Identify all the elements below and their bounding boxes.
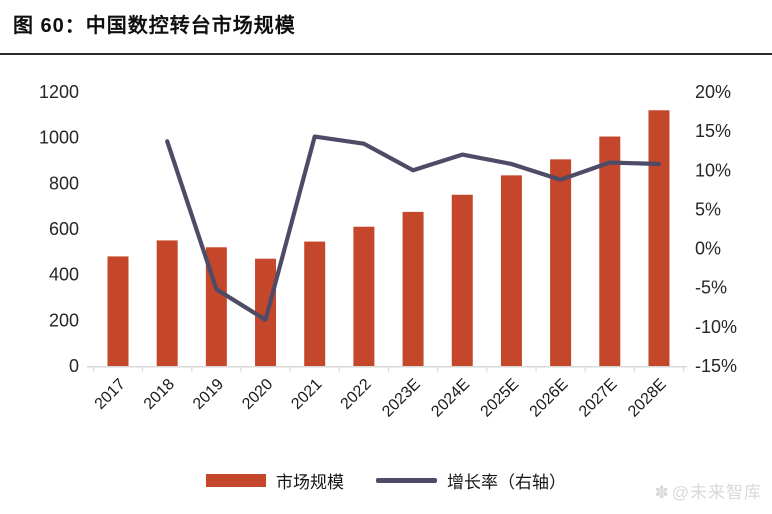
watermark: ✽ @未来智库 [654,478,762,503]
x-axis-category-label: 2023E [379,376,424,421]
market-size-bar [500,175,522,366]
right-axis-tick-label: 0% [695,239,721,259]
right-axis-tick-label: -10% [695,317,737,337]
right-axis-tick-label: -5% [695,278,727,298]
chart-area: 0 200 400 600 800 1000 1200 -15% -10% -5% 0% 5% 10% 1… [0,58,772,450]
market-size-bar [550,159,572,366]
market-size-bar [599,136,621,366]
left-axis-tick-label: 1200 [39,82,79,102]
right-axis-tick-label: 15% [695,121,731,141]
right-axis-tick-label: 5% [695,199,721,219]
x-axis-category-label: 2024E [428,376,473,421]
market-size-bar [451,194,473,366]
market-size-bar [107,256,129,366]
market-size-bar [353,226,375,366]
legend: 市场规模 增长率（右轴） [0,468,772,493]
x-axis-category-label: 2018 [141,376,178,413]
watermark-logo-icon: ✽ [654,483,670,502]
x-axis-category-label: 2020 [239,376,276,413]
market-size-bar [402,211,424,366]
watermark-text: @未来智库 [671,483,762,502]
x-axis-category-label: 2028E [625,376,670,421]
x-axis-category-label: 2017 [92,376,129,413]
right-axis-tick-label: -15% [695,356,737,376]
x-axis-category-label: 2027E [576,376,621,421]
left-axis-tick-label: 1000 [39,128,79,148]
right-axis-tick-label: 10% [695,160,731,180]
right-axis-tick-label: 20% [695,82,731,102]
market-size-bar [156,240,178,366]
legend-label-growth-rate: 增长率（右轴） [447,473,566,492]
left-axis-tick-label: 0 [69,356,79,376]
title-divider [0,53,772,55]
x-axis-category-label: 2025E [478,376,523,421]
x-axis-category-label: 2021 [288,376,325,413]
market-size-bar [304,241,326,366]
legend-item-market-size: 市场规模 [206,468,344,493]
line-series-swatch-icon [376,478,437,483]
growth-rate-line [165,134,662,322]
x-axis-category-label: 2019 [190,376,227,413]
legend-item-growth-rate: 增长率（右轴） [376,468,566,493]
legend-label-market-size: 市场规模 [276,473,344,492]
left-axis-tick-label: 200 [49,310,79,330]
x-axis-category-label: 2022 [338,376,375,413]
x-axis-category-label: 2026E [527,376,572,421]
left-axis-tick-label: 600 [49,219,79,239]
market-size-bar [648,110,670,366]
bar-series-swatch-icon [206,474,266,487]
left-axis-tick-label: 400 [49,265,79,285]
left-axis-tick-label: 800 [49,173,79,193]
figure-title: 图 60：中国数控转台市场规模 [13,15,296,37]
chart-svg: 0 200 400 600 800 1000 1200 -15% -10% -5% 0% 5% 10% 1… [39,82,737,421]
